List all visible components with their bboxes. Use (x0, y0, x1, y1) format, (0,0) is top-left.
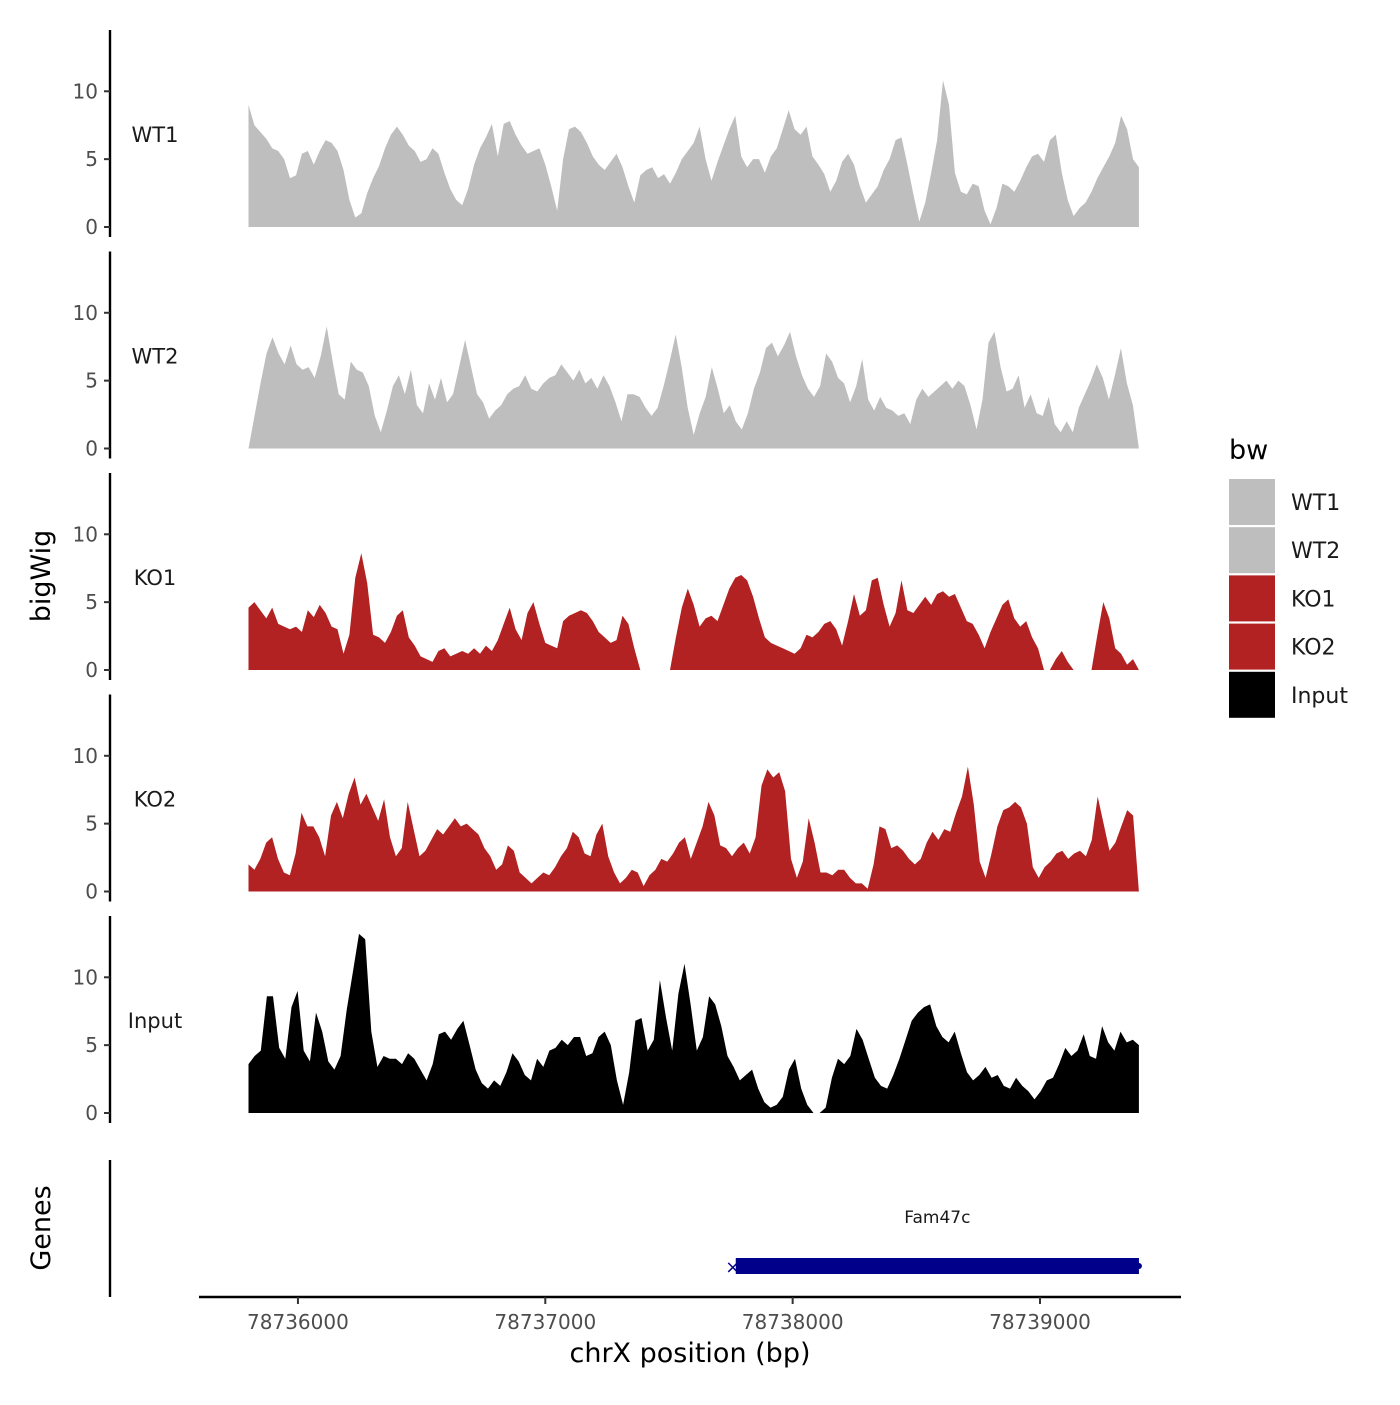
track-panel-Input: 0 5 10 Input (73, 916, 1139, 1125)
legend-label: Input (1291, 684, 1348, 709)
genes-axis-title: Genes (26, 1185, 57, 1270)
legend-label: KO2 (1291, 636, 1336, 661)
legend-swatch (1229, 623, 1275, 670)
track-panel-WT2: 0 5 10 WT2 (73, 251, 1139, 461)
legend-swatch (1229, 527, 1275, 574)
y-tick-label: 5 (85, 812, 98, 836)
track-area-WT1 (248, 80, 1139, 228)
track-area-Input (248, 933, 1139, 1113)
track-label-WT1: WT1 (132, 123, 179, 147)
gene-strand-mark: × (725, 1257, 740, 1278)
y-tick-label: 0 (85, 1101, 98, 1125)
legend-item-KO1: KO1 (1229, 575, 1336, 622)
legend-item-WT1: WT1 (1229, 479, 1340, 525)
signal-tracks: 0 5 10 WT1 0 5 10 WT2 0 5 10 KO1 0 5 10 KO2 0 5 10 Input (73, 30, 1139, 1125)
legend-item-Input: Input (1229, 671, 1348, 718)
gene-body (735, 1258, 1139, 1274)
track-area-WT2 (248, 326, 1139, 449)
legend-item-WT2: WT2 (1229, 527, 1340, 574)
x-axis-title: chrX position (bp) (569, 1338, 810, 1369)
legend-label: KO1 (1291, 587, 1336, 612)
y-tick-label: 0 (85, 215, 98, 239)
legend: bw WT1 WT2 KO1 KO2 Input (1229, 435, 1348, 718)
y-axis-title: bigWig (26, 530, 57, 623)
track-area-KO1 (248, 553, 1139, 670)
y-tick-label: 0 (85, 437, 98, 461)
y-tick-label: 5 (85, 147, 98, 171)
track-label-Input: Input (128, 1009, 182, 1033)
track-panel-WT1: 0 5 10 WT1 (73, 30, 1139, 239)
track-area-KO2 (248, 766, 1139, 892)
y-tick-label: 0 (85, 880, 98, 904)
legend-label: WT1 (1291, 491, 1340, 516)
y-tick-label: 10 (73, 522, 98, 546)
legend-title: bw (1229, 435, 1268, 466)
y-tick-label: 0 (85, 658, 98, 682)
y-tick-label: 5 (85, 590, 98, 614)
legend-item-KO2: KO2 (1229, 623, 1336, 670)
track-label-KO2: KO2 (134, 788, 177, 812)
gene-track: × Fam47c (108, 1160, 1142, 1297)
y-tick-label: 5 (85, 1033, 98, 1057)
legend-swatch (1229, 671, 1275, 718)
x-tick-label: 78736000 (247, 1310, 349, 1334)
track-panel-KO2: 0 5 10 KO2 (73, 694, 1139, 904)
track-label-KO1: KO1 (134, 566, 177, 590)
x-tick-label: 78738000 (742, 1310, 844, 1334)
y-tick-label: 10 (73, 79, 98, 103)
gene-label: Fam47c (904, 1208, 970, 1228)
track-label-WT2: WT2 (132, 345, 179, 369)
y-tick-label: 5 (85, 369, 98, 393)
legend-label: WT2 (1291, 539, 1340, 564)
gene-end-marker (1135, 1263, 1142, 1269)
x-tick-label: 78739000 (989, 1310, 1091, 1334)
x-axis: 78736000 78737000 78738000 78739000 (199, 1295, 1181, 1334)
legend-swatch (1229, 479, 1275, 525)
y-tick-label: 10 (73, 965, 98, 989)
legend-swatch (1229, 575, 1275, 622)
y-tick-label: 10 (73, 744, 98, 768)
track-panel-KO1: 0 5 10 KO1 (73, 473, 1139, 682)
y-tick-label: 10 (73, 301, 98, 325)
x-tick-label: 78737000 (494, 1310, 596, 1334)
